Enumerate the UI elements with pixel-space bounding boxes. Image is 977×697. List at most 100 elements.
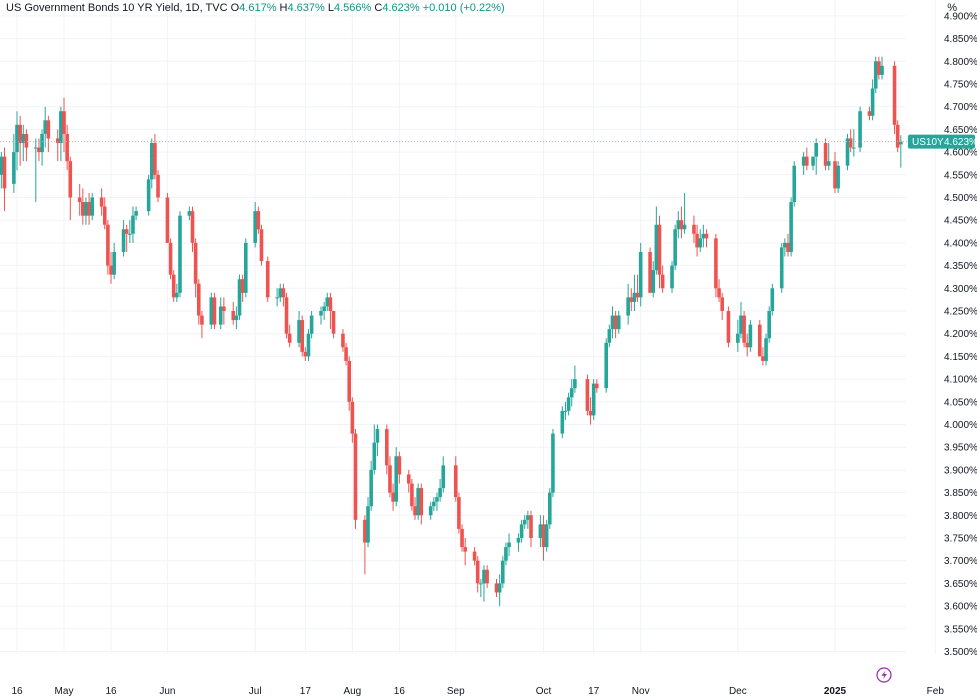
candle <box>757 320 762 357</box>
candle <box>648 247 652 293</box>
candle-body <box>761 356 765 361</box>
candle-body <box>287 333 292 343</box>
candle-body <box>635 292 640 298</box>
candle <box>698 229 703 252</box>
candle-body <box>673 229 677 266</box>
candle-body <box>497 583 502 593</box>
candle-body <box>156 174 160 198</box>
candle <box>178 211 182 298</box>
candle-body <box>372 442 377 470</box>
candle <box>369 460 373 511</box>
candle-body <box>801 156 806 166</box>
y-tick-label: 4.450% <box>944 216 977 227</box>
candle <box>55 129 60 162</box>
candle <box>899 135 903 168</box>
lightning-icon[interactable] <box>876 667 892 683</box>
candle-body <box>899 141 903 145</box>
candle-body <box>485 569 489 584</box>
candle <box>673 224 677 271</box>
candle <box>453 456 458 502</box>
candle <box>764 333 768 366</box>
last-price-tag-symbol: US10Y <box>912 137 944 148</box>
candle-body <box>34 147 38 149</box>
candle <box>676 211 681 239</box>
candle-body <box>547 492 552 525</box>
candle <box>106 220 110 275</box>
candle <box>341 329 345 352</box>
candle-body <box>196 283 201 316</box>
candle <box>783 238 787 257</box>
candle <box>500 556 505 588</box>
candle-body <box>59 111 63 144</box>
x-axis[interactable]: 16 May 16 Jun Jul 17 Aug 16 Sep Oct 17 Nov Dec 2025 Fe… <box>11 686 944 697</box>
candle-body <box>457 497 461 529</box>
candle <box>460 524 464 552</box>
candle <box>187 206 192 221</box>
y-tick-label: 3.750% <box>944 534 977 545</box>
candle-body <box>479 583 483 585</box>
candle-body <box>767 310 771 339</box>
last-price-tag: US10Y 4.623% <box>908 134 977 149</box>
candle-body <box>81 202 85 216</box>
candle <box>84 197 88 225</box>
candle <box>786 233 790 257</box>
candle <box>526 510 530 529</box>
candle <box>156 170 160 203</box>
candle-body <box>720 297 724 311</box>
candle-body <box>363 519 367 543</box>
candle-body <box>171 274 176 298</box>
candle-body <box>504 547 508 561</box>
candle <box>563 401 568 420</box>
candle <box>544 519 549 552</box>
legend-title: US Government Bonds 10 YR Yield, 1D, TVC <box>6 2 228 14</box>
candle-body <box>482 569 486 584</box>
candle <box>34 138 38 203</box>
candle <box>37 138 41 162</box>
candle-body <box>848 138 853 148</box>
x-tick-label: 16 <box>105 686 117 697</box>
candle-body <box>218 306 223 325</box>
candle <box>112 242 116 280</box>
candle <box>873 56 878 94</box>
candle-body <box>212 297 217 325</box>
y-tick-label: 3.500% <box>944 647 977 658</box>
candle-body <box>200 315 204 325</box>
candle-body <box>303 351 308 357</box>
candle <box>146 174 151 216</box>
candle <box>880 56 884 80</box>
candle-body <box>714 238 718 289</box>
candle <box>485 565 489 588</box>
x-tick-label: May <box>55 686 74 697</box>
candle-body <box>413 506 417 516</box>
candle-body <box>870 88 875 116</box>
candle-body <box>569 388 574 398</box>
candle-body <box>131 215 135 234</box>
candle <box>585 374 590 416</box>
candle-body <box>804 156 809 166</box>
candle <box>46 115 51 153</box>
candle <box>372 424 377 475</box>
candle-body <box>24 133 29 148</box>
candle <box>441 456 446 493</box>
candle <box>237 274 242 321</box>
candle-body <box>397 456 402 475</box>
candle-body <box>610 315 615 330</box>
y-tick-label: 4.550% <box>944 170 977 181</box>
y-tick-label: 3.650% <box>944 579 977 590</box>
candle-body <box>319 310 323 316</box>
x-tick-label: 17 <box>300 686 312 697</box>
candle-body <box>783 242 787 248</box>
candle-body <box>438 488 442 498</box>
candle-body <box>522 519 527 525</box>
candle <box>519 519 524 543</box>
candle <box>388 456 392 498</box>
candle-body <box>867 111 872 116</box>
candle-body <box>742 315 746 343</box>
candle-body <box>833 161 837 189</box>
candle <box>604 338 609 393</box>
candle <box>303 347 308 361</box>
legend-high-label: H <box>279 2 288 14</box>
candle-body <box>726 310 731 343</box>
candle-body <box>124 229 129 234</box>
